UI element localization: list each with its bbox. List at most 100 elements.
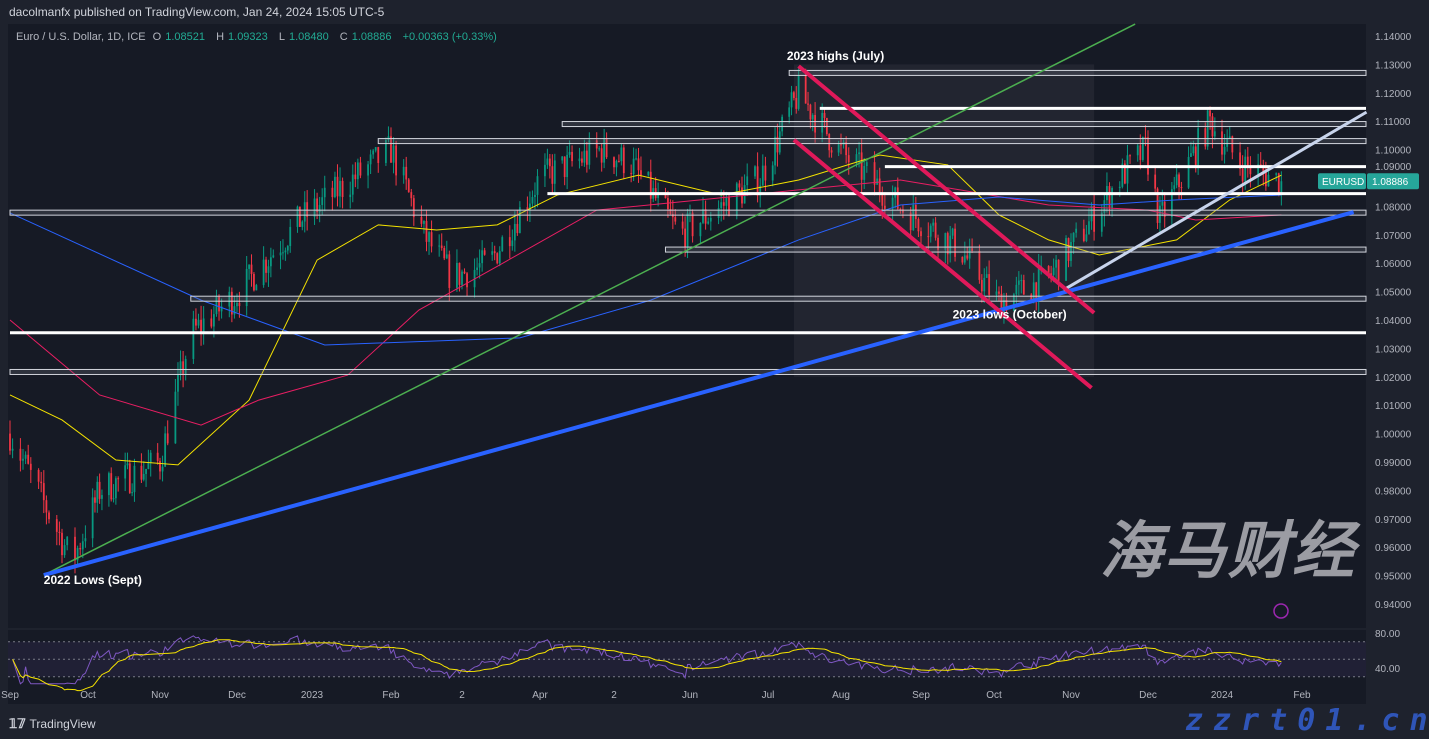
change-value: +0.00363 (+0.33%)	[402, 31, 497, 43]
candle-body	[561, 156, 564, 161]
candle-body	[202, 318, 205, 332]
candle-body	[781, 116, 784, 132]
horizontal-zone	[190, 295, 1367, 302]
candle-body	[245, 268, 248, 307]
candle-body	[430, 232, 433, 247]
candle-body	[351, 174, 354, 195]
candle-body	[1017, 280, 1020, 285]
candle-body	[1156, 188, 1159, 223]
candle-body	[126, 463, 129, 466]
candle-body	[1228, 136, 1231, 139]
candle-body	[279, 252, 282, 256]
candle-body	[746, 176, 749, 186]
open-value: 1.08521	[165, 31, 205, 43]
candle-body	[339, 180, 341, 197]
candle-body	[213, 314, 215, 327]
moving-average-line	[9, 154, 1282, 466]
candle-body	[640, 170, 642, 176]
candle-body	[299, 206, 301, 227]
candle-body	[754, 166, 756, 177]
candle-body	[392, 145, 395, 163]
candle-body	[954, 228, 956, 257]
candle-body	[27, 454, 30, 464]
candle-body	[583, 150, 586, 163]
candle-body	[177, 374, 179, 392]
candle-body	[1147, 137, 1149, 175]
candle-body	[55, 519, 58, 532]
candle-body	[728, 197, 730, 216]
candle-body	[74, 536, 76, 561]
candle-body	[920, 231, 922, 237]
candle-body	[131, 492, 134, 494]
candle-body	[1067, 238, 1070, 261]
candle-body	[985, 274, 988, 278]
candle-body	[588, 140, 591, 165]
candle-body	[1221, 131, 1223, 155]
time-tick-label: Jul	[762, 690, 775, 701]
candle-body	[1257, 164, 1260, 175]
price-tick-label: 1.06000	[1375, 259, 1412, 270]
candle-body	[912, 205, 915, 231]
candle-body	[971, 248, 973, 251]
time-tick-label: Aug	[832, 690, 850, 701]
candle-body	[407, 179, 410, 193]
candle-body	[48, 512, 50, 520]
candle-body	[124, 465, 127, 479]
candle-body	[438, 245, 441, 247]
candle-body	[161, 466, 164, 472]
symbol-tag-text: EURUSD	[1322, 177, 1364, 188]
candle-body	[448, 254, 451, 288]
candle-body	[876, 178, 879, 185]
candle-body	[1239, 152, 1241, 169]
annotation-label: 2022 Lows (Sept)	[44, 573, 142, 587]
candle-body	[1022, 280, 1025, 295]
tv-brand: TradingView	[29, 717, 96, 731]
candle-body	[428, 232, 430, 242]
candle-body	[1037, 266, 1040, 301]
candle-body	[600, 148, 603, 163]
candle-body	[210, 318, 213, 327]
candle-body	[1141, 137, 1144, 160]
candle-body	[147, 462, 150, 469]
rsi-tick-label: 40.00	[1375, 664, 1400, 675]
candle-body	[458, 262, 461, 285]
candle-body	[1259, 164, 1262, 166]
candle-body	[445, 254, 448, 259]
candle-body	[166, 433, 169, 444]
candle-body	[390, 136, 392, 163]
candle-body	[1277, 173, 1280, 194]
candle-body	[508, 237, 511, 247]
candle-body	[1262, 165, 1265, 173]
candle-body	[1065, 238, 1067, 281]
candle-body	[902, 209, 904, 213]
candle-body	[1163, 201, 1166, 217]
candle-body	[463, 271, 466, 274]
candle-body	[858, 152, 860, 155]
candle-body	[369, 154, 372, 165]
tradingview-logo[interactable]: 𝟙𝟟 TradingView	[9, 716, 96, 732]
candle-body	[11, 448, 14, 451]
candle-body	[980, 279, 983, 292]
candle-body	[1057, 259, 1060, 281]
candle-body	[1246, 156, 1249, 166]
candle-body	[1129, 155, 1131, 157]
candle-body	[707, 221, 710, 224]
candle-body	[296, 206, 299, 227]
horizontal-zone	[9, 209, 1367, 216]
candle-body	[253, 273, 255, 291]
candle-body	[761, 165, 764, 186]
candle-body	[182, 361, 184, 375]
candle-body	[937, 237, 939, 250]
candle-body	[518, 207, 521, 233]
candle-body	[1178, 174, 1180, 188]
candle-body	[331, 187, 334, 198]
candle-body	[466, 273, 468, 288]
candle-body	[377, 147, 380, 163]
candle-body	[581, 158, 583, 163]
candle-body	[423, 220, 425, 224]
candle-body	[622, 147, 625, 174]
candle-body	[511, 240, 514, 247]
candle-body	[774, 136, 776, 166]
candle-body	[1118, 186, 1121, 189]
